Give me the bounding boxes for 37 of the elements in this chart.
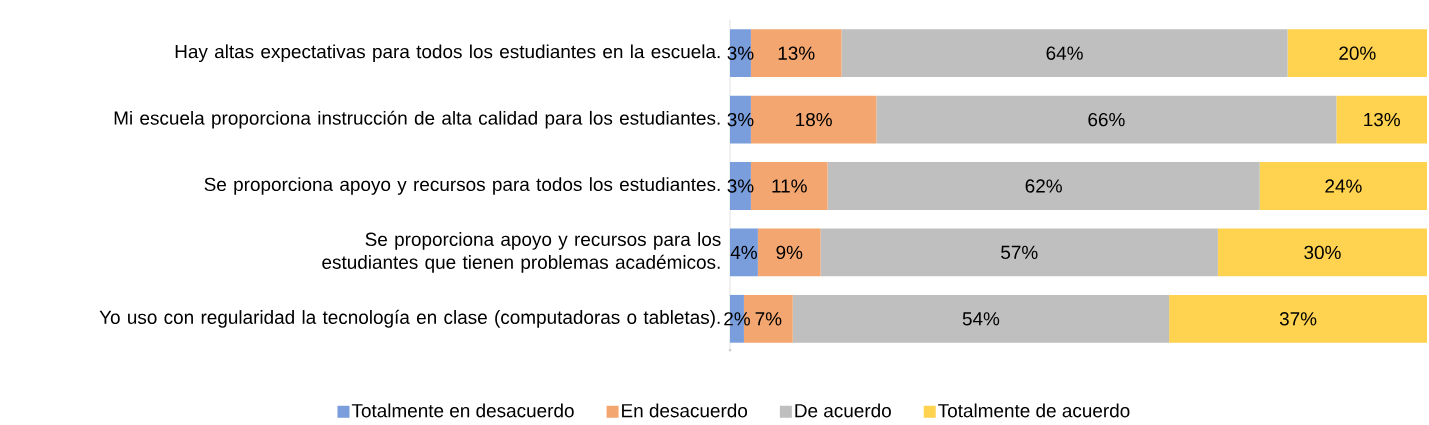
- bar: [792, 294, 1170, 343]
- y-tick-label: Mi escuela proporciona instrucción de alta calidad para los estudiantes.: [114, 110, 720, 129]
- data-label: 9%: [776, 245, 803, 260]
- y-tick-label: Hay altas expectativas para todos los estudiantes en la escuela.: [175, 44, 720, 63]
- data-label: 11%: [772, 179, 807, 193]
- y-tick-label: Se proporciona apoyo y recursos para los estudiantes que tienen problemas académicos.: [322, 232, 721, 273]
- data-label: 66%: [1088, 112, 1125, 127]
- data-label: 62%: [1025, 179, 1062, 193]
- data-label: 54%: [962, 312, 1000, 326]
- data-label: 20%: [1339, 46, 1376, 60]
- data-label: 18%: [796, 112, 832, 127]
- bar: [841, 29, 1288, 78]
- bar: [1169, 294, 1428, 343]
- legend-label: En desacuerdo: [622, 403, 748, 418]
- data-label: 7%: [755, 312, 782, 326]
- legend-label: Totalmente en desacuerdo: [351, 403, 574, 418]
- data-label: 30%: [1304, 245, 1341, 260]
- data-label: 64%: [1046, 46, 1083, 60]
- legend-label: De acuerdo: [795, 403, 891, 418]
- legend-label: Totalmente de acuerdo: [938, 403, 1130, 418]
- bar: [1336, 95, 1428, 144]
- data-label: 37%: [1279, 312, 1317, 326]
- data-label: 24%: [1325, 179, 1362, 193]
- bar: [1217, 228, 1428, 277]
- bar: [1259, 162, 1428, 210]
- bar: [1287, 29, 1428, 78]
- y-tick-label: Yo uso con regularidad la tecnología en clase (computadoras o tabletas).: [99, 309, 720, 328]
- bar: [827, 162, 1260, 210]
- bar: [757, 228, 821, 277]
- y-tick-label: Se proporciona apoyo y recursos para todos los estudiantes.: [204, 177, 720, 195]
- data-label: 13%: [1364, 112, 1400, 127]
- bar: [730, 228, 758, 277]
- data-label: 57%: [1001, 245, 1038, 260]
- bar: [820, 228, 1218, 277]
- bar: [876, 95, 1337, 144]
- data-label: 4%: [730, 245, 757, 260]
- data-label: 13%: [778, 46, 815, 60]
